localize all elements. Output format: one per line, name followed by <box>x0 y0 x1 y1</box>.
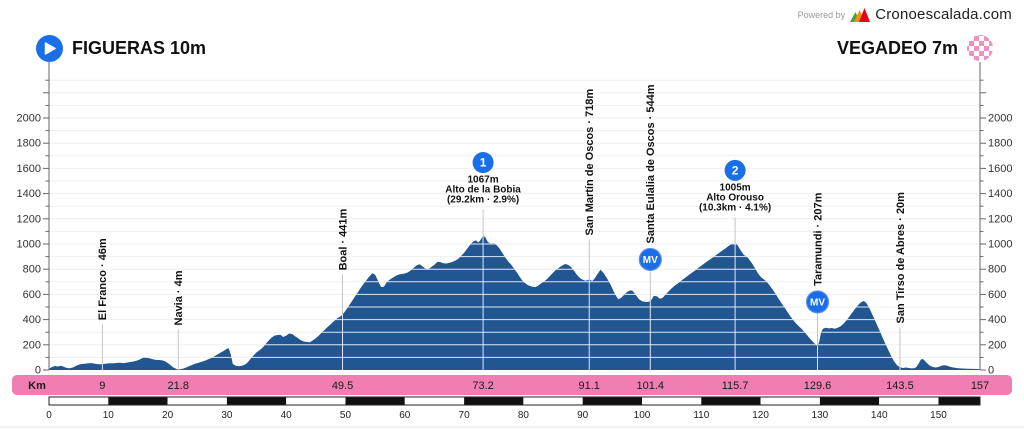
y-axis-label: 400 <box>23 314 41 326</box>
km-band-value: 49.5 <box>332 380 353 392</box>
peak-category-circle <box>724 159 746 181</box>
y-axis-label: 2000 <box>988 113 1012 125</box>
scalebar-label: 100 <box>634 410 651 421</box>
y-axis-right: 0 200 400 600 800 1000 1200 1400 1600 1800 2000 <box>979 62 1012 377</box>
y-axis-label: 1600 <box>988 163 1012 175</box>
km-band-value: 157 <box>971 380 989 392</box>
waypoint-label: Boal · 441m <box>337 208 349 270</box>
start-play-icon <box>36 35 63 62</box>
peak-name: Alto Orouso <box>706 192 764 203</box>
km-band-value: 73.2 <box>472 380 493 392</box>
y-axis-label: 800 <box>23 264 41 276</box>
peak-elevation: 1067m <box>468 175 499 186</box>
km-band-value: 9 <box>99 380 105 392</box>
mv-badge-circle <box>805 290 830 314</box>
y-axis-label: 1400 <box>988 188 1012 200</box>
km-band-value: 143.5 <box>886 380 914 392</box>
waypoint-label: El Franco · 46m <box>97 238 109 320</box>
scalebar-label: 10 <box>103 410 115 421</box>
scalebar-label: 20 <box>162 410 174 421</box>
scalebar-label: 0 <box>46 410 52 421</box>
km-band-unit: Km <box>28 380 46 392</box>
powered-by-text: Powered by <box>797 9 846 20</box>
peak-elevation: 1005m <box>720 182 751 193</box>
y-axis-label: 200 <box>23 339 41 351</box>
km-band-value: 115.7 <box>722 380 749 392</box>
peak-number: 2 <box>732 163 739 177</box>
y-axis-label: 2000 <box>17 113 41 125</box>
finish-label: VEGADEO 7m <box>836 37 958 58</box>
y-axis-label: 0 <box>988 365 994 377</box>
waypoint-label: Navia · 4m <box>173 270 185 325</box>
y-axis-label: 200 <box>988 339 1006 351</box>
finish-marker-group: VEGADEO 7m <box>837 35 993 61</box>
peak-category-circle <box>472 152 494 174</box>
y-axis-label: 1000 <box>17 239 41 251</box>
mv-badge: MV <box>805 290 830 314</box>
start-marker-group: FIGUERAS 10m <box>36 35 206 62</box>
km-band-value: 21.8 <box>168 380 189 392</box>
km-band-value: 91.1 <box>579 380 600 392</box>
peak-number: 1 <box>480 156 487 170</box>
y-axis-label: 1800 <box>988 138 1012 150</box>
scalebar-label: 50 <box>340 410 352 421</box>
scalebar-label: 90 <box>577 410 589 421</box>
site-name: Cronoescalada.com <box>875 6 1012 23</box>
scalebar-label: 70 <box>459 410 471 421</box>
km-band-value: 101.4 <box>637 380 665 392</box>
km-band: Km 9 21.8 49.5 73.2 91.1 101.4 115.7 129.6 143.5 1… <box>12 375 1012 395</box>
waypoint-label: Taramundi · 207m <box>812 192 824 286</box>
y-axis-left: 0 200 400 600 800 1000 1200 1400 1600 1800 2000 <box>17 62 50 377</box>
waypoint-label: Santa Eulalia de Oscos · 544m <box>645 84 657 243</box>
y-axis-label: 1200 <box>988 213 1012 225</box>
mv-badge-text: MV <box>643 255 658 266</box>
scalebar-label: 80 <box>518 410 530 421</box>
powered-by: Powered by Cronoescalada.com <box>798 6 1012 23</box>
mv-badge: MV <box>638 247 662 272</box>
mv-badge-text: MV <box>810 297 825 308</box>
peak-name: Alto de la Bobia <box>445 185 521 196</box>
elevation-area <box>49 235 980 370</box>
scalebar-label: 110 <box>693 410 709 421</box>
scalebar-label: 150 <box>930 410 947 421</box>
y-axis-label: 1600 <box>17 163 41 175</box>
mv-badge-circle <box>638 247 662 272</box>
y-axis-label: 1200 <box>17 213 41 225</box>
scalebar-label: 120 <box>752 410 769 421</box>
scalebar-label: 140 <box>871 410 888 421</box>
distance-scalebar: 0 10 20 30 40 50 60 70 80 90 100 110 120 130 140 150 <box>46 396 981 421</box>
y-axis-label: 1400 <box>17 188 41 200</box>
y-axis-label: 400 <box>988 314 1006 326</box>
peak-detail: (29.2km · 2.9%) <box>447 195 519 206</box>
y-axis-label: 0 <box>35 365 41 377</box>
mountains-logo-icon <box>850 7 871 22</box>
start-label: FIGUERAS 10m <box>72 38 207 58</box>
y-axis-label: 800 <box>988 264 1006 276</box>
waypoint-label: San Martín de Oscos · 718m <box>584 89 596 236</box>
y-axis-label: 600 <box>988 289 1006 301</box>
y-axis-label: 1000 <box>988 239 1012 251</box>
y-axis-label: 1800 <box>17 138 41 150</box>
scalebar-label: 30 <box>221 410 233 421</box>
scalebar-label: 60 <box>399 410 411 421</box>
peak-detail: (10.3km · 4.1%) <box>699 202 771 213</box>
y-axis-label: 600 <box>23 289 41 301</box>
scalebar-label: 40 <box>281 410 293 421</box>
scalebar-label: 130 <box>812 410 829 421</box>
waypoint-label: San Tirso de Abres · 20m <box>895 192 907 324</box>
finish-checkered-flag-icon <box>967 35 993 61</box>
km-band-value: 129.6 <box>804 380 832 392</box>
